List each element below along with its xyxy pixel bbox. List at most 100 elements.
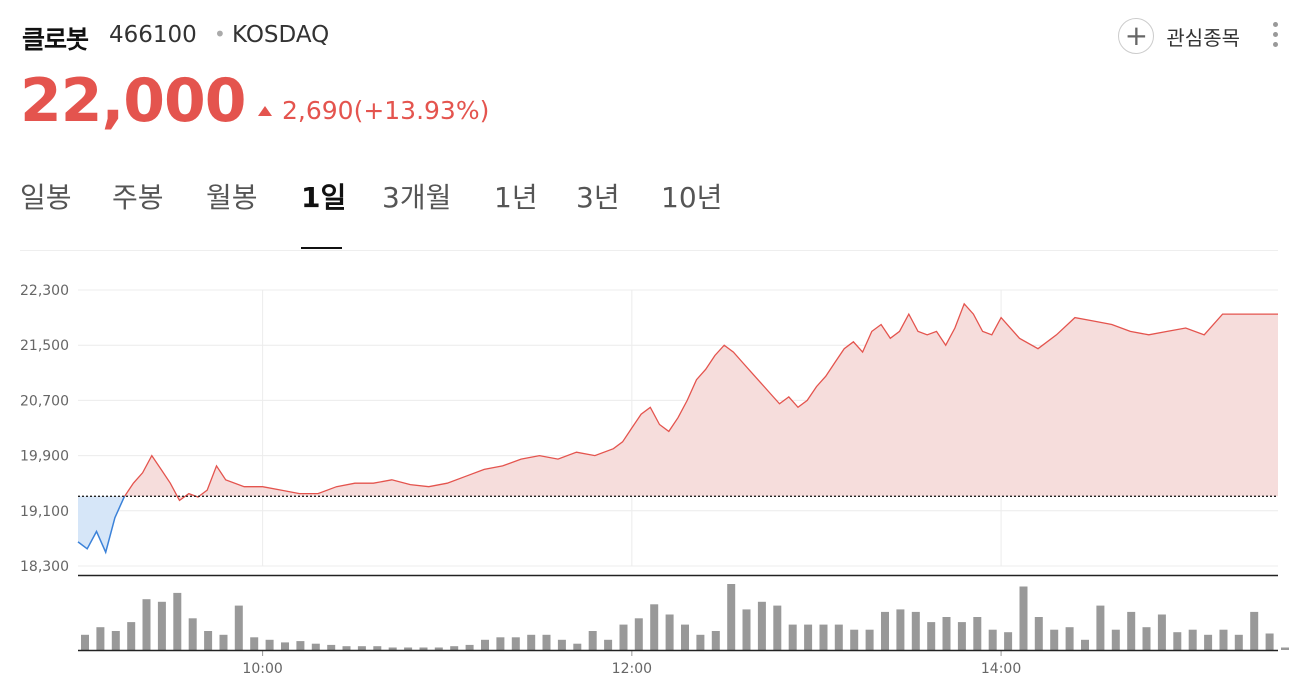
volume-bar: [665, 614, 674, 650]
stock-name: 클로봇: [22, 25, 89, 54]
volume-bar: [1173, 632, 1182, 650]
volume-bar: [1065, 627, 1074, 650]
x-tick-label: 14:00: [981, 661, 1021, 677]
volume-bar: [634, 618, 643, 650]
volume-bar: [957, 622, 966, 650]
tab-daily[interactable]: 일봉: [20, 181, 72, 214]
volume-bar: [865, 629, 874, 650]
volume-bar: [1265, 633, 1274, 650]
volume-bar: [788, 624, 797, 650]
plus-icon: +: [1118, 18, 1155, 54]
volume-bar: [296, 641, 305, 650]
period-tabs: 일봉 주봉 월봉 1일 3개월 1년 3년 10년: [20, 176, 1278, 251]
price-change-value: 2,690(+13.93%): [282, 96, 490, 125]
volume-bar: [388, 647, 397, 650]
volume-bar: [373, 646, 382, 650]
volume-bar: [511, 637, 520, 650]
volume-bar: [804, 624, 813, 650]
volume-bar: [219, 634, 228, 650]
volume-bar: [711, 631, 720, 650]
volume-bar: [188, 618, 197, 650]
tab-1year[interactable]: 1년: [494, 181, 538, 214]
volume-bar: [1096, 605, 1105, 650]
volume-bar: [250, 637, 259, 650]
y-tick-label: 21,500: [20, 338, 69, 354]
volume-bar: [234, 605, 243, 650]
volume-bar: [1281, 647, 1289, 650]
price-line-down: [77, 495, 126, 555]
watchlist-button[interactable]: + 관심종목: [1118, 16, 1240, 56]
volume-bar: [850, 629, 859, 650]
volume-bar: [1004, 632, 1013, 650]
watchlist-label: 관심종목: [1166, 25, 1240, 50]
volume-bar: [742, 609, 751, 650]
volume-bar: [927, 622, 936, 650]
volume-bar: [342, 646, 351, 650]
volume-bar: [988, 629, 997, 650]
volume-bar: [1081, 639, 1089, 650]
volume-bar: [265, 639, 274, 650]
volume-bar: [727, 584, 736, 650]
volume-bar: [1250, 611, 1259, 650]
volume-bar: [1019, 586, 1028, 650]
volume-bar: [604, 639, 613, 650]
volume-bar: [311, 643, 320, 650]
volume-bar: [1050, 629, 1059, 650]
tab-weekly[interactable]: 주봉: [112, 181, 164, 214]
tab-monthly[interactable]: 월봉: [206, 181, 258, 214]
volume-bar: [496, 637, 505, 650]
volume-bar: [450, 646, 459, 650]
active-tab-indicator: [301, 247, 342, 249]
x-tick-label: 12:00: [612, 661, 652, 677]
volume-bar: [204, 631, 213, 650]
price-change: 2,690(+13.93%): [258, 96, 489, 125]
volume-bar: [357, 646, 366, 650]
volume-bar: [881, 611, 889, 650]
volume-bar: [96, 627, 105, 650]
volume-bar: [157, 601, 166, 650]
volume-bar: [281, 642, 289, 650]
volume-bar: [481, 639, 489, 650]
separator-dot: •: [214, 22, 226, 46]
y-tick-label: 19,900: [20, 449, 69, 465]
volume-bar: [81, 634, 89, 650]
volume-bar: [588, 631, 597, 650]
up-triangle-icon: [258, 105, 272, 116]
volume-bar: [1111, 629, 1120, 650]
volume-bar: [681, 624, 689, 650]
volume-bar: [757, 601, 766, 650]
stock-code: 466100: [109, 22, 197, 48]
y-tick-label: 19,100: [20, 504, 69, 520]
volume-bar: [465, 644, 474, 650]
volume-bar: [1219, 629, 1228, 650]
tab-3months[interactable]: 3개월: [382, 181, 452, 214]
market-name: KOSDAQ: [232, 22, 330, 48]
tab-3years[interactable]: 3년: [576, 181, 620, 214]
y-tick-label: 22,300: [20, 283, 69, 299]
tab-1day[interactable]: 1일: [301, 181, 347, 214]
volume-bar: [773, 605, 782, 650]
volume-bar: [434, 647, 443, 650]
intraday-chart[interactable]: 22,300 21,500 20,700 19,900 19,100 18,300 10:0…: [0, 260, 1292, 690]
more-vertical-icon[interactable]: [1270, 22, 1280, 52]
volume-bar: [1142, 627, 1151, 650]
volume-bar: [911, 611, 920, 650]
x-tick-label: 10:00: [242, 661, 282, 677]
price-area-down: [78, 496, 125, 553]
volume-bar: [819, 624, 828, 650]
volume-bar: [942, 617, 951, 650]
volume-bar: [1188, 629, 1197, 650]
volume-bar: [973, 617, 982, 650]
volume-bar: [327, 644, 336, 650]
volume-bar: [127, 622, 136, 650]
tab-10years[interactable]: 10년: [661, 181, 723, 214]
volume-bar: [111, 631, 120, 650]
volume-bar: [527, 634, 536, 650]
volume-bar: [404, 647, 413, 650]
volume-bar: [1204, 634, 1213, 650]
price-area-up: [124, 303, 1279, 501]
y-tick-label: 18,300: [20, 559, 69, 575]
volume-bar: [557, 639, 566, 650]
volume-bar: [1234, 634, 1243, 650]
volume-bar: [419, 647, 428, 650]
